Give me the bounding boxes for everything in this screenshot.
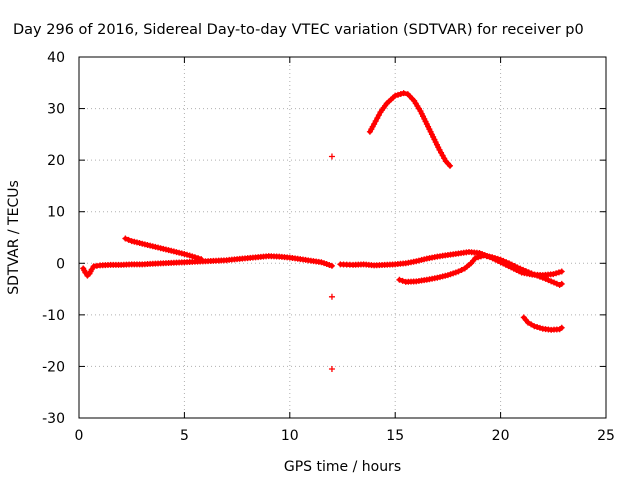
ticks	[78, 56, 607, 419]
data-point	[328, 262, 335, 269]
data-point	[198, 256, 205, 263]
x-tick-label-0: 0	[75, 428, 84, 444]
y-tick-label-1: -20	[42, 359, 65, 375]
data-point	[88, 266, 95, 273]
data-point	[458, 266, 465, 273]
data-point	[497, 256, 504, 263]
data-point	[125, 236, 132, 243]
data-point	[392, 92, 399, 99]
x-tick-labels: 0 5 10 15 20 25	[75, 428, 615, 444]
data-point	[517, 265, 524, 272]
data-point	[528, 270, 535, 277]
data-point	[550, 271, 557, 278]
data-point	[328, 366, 335, 373]
series-arc-baseline-start	[80, 263, 97, 279]
x-tick-label-1: 5	[180, 428, 189, 444]
data-point	[400, 90, 407, 97]
x-tick-label-2: 10	[281, 428, 299, 444]
y-tick-label-4: 10	[47, 205, 65, 221]
series-trace	[367, 90, 453, 169]
data-point	[534, 324, 541, 331]
data-point	[399, 277, 406, 284]
data-point	[397, 90, 404, 97]
data-point	[328, 293, 335, 300]
series-layer	[80, 90, 565, 373]
data-point	[82, 269, 89, 276]
data-point	[489, 254, 496, 261]
data-point	[551, 279, 558, 286]
data-point	[525, 319, 532, 326]
data-point	[455, 268, 462, 275]
y-axis-label: SDTVAR / TECUs	[6, 180, 22, 295]
y-tick-label-0: -30	[42, 411, 65, 427]
data-point	[520, 266, 527, 273]
data-point	[548, 278, 555, 285]
x-tick-label-5: 25	[597, 428, 615, 444]
data-point	[558, 324, 565, 331]
x-tick-label-4: 20	[492, 428, 510, 444]
data-point	[396, 276, 403, 283]
data-point	[514, 264, 521, 271]
y-tick-label-7: 40	[47, 50, 65, 66]
x-tick-label-3: 15	[386, 428, 404, 444]
data-point	[491, 254, 498, 261]
data-point	[122, 235, 129, 242]
data-point	[528, 321, 535, 328]
data-point	[536, 324, 543, 331]
data-point	[542, 275, 549, 282]
data-point	[539, 274, 546, 281]
series-isolated-points	[328, 153, 335, 373]
y-tick-label-6: 30	[47, 102, 65, 118]
y-tick-labels: -30 -20 -10 0 10 20 30 40	[42, 50, 65, 427]
data-point	[477, 253, 484, 260]
data-point	[558, 268, 565, 275]
data-point	[525, 269, 532, 276]
data-point	[531, 271, 538, 278]
data-point	[558, 280, 565, 287]
series-arc-bottom	[520, 314, 565, 333]
chart-title: Day 296 of 2016, Sidereal Day-to-day VTE…	[13, 22, 584, 38]
plot-frame	[78, 56, 607, 419]
y-tick-label-2: -10	[42, 308, 65, 324]
data-point	[472, 255, 479, 262]
data-point	[500, 257, 507, 264]
series-arc-descending	[122, 235, 205, 263]
data-point	[195, 255, 202, 262]
data-point	[395, 91, 402, 98]
data-point	[534, 272, 541, 279]
data-point	[555, 269, 562, 276]
data-point	[522, 268, 529, 275]
data-point	[531, 323, 538, 330]
data-point	[494, 255, 501, 262]
data-point	[447, 162, 454, 169]
data-point	[475, 254, 482, 261]
data-point	[553, 270, 560, 277]
series-arc-baseline	[90, 253, 335, 270]
y-tick-label-5: 20	[47, 153, 65, 169]
data-point	[536, 273, 543, 280]
data-point	[191, 254, 198, 261]
series-arc-lower	[396, 252, 565, 288]
data-point	[545, 277, 552, 284]
series-arc-peak	[366, 90, 454, 169]
data-point	[503, 259, 510, 266]
x-axis-label: GPS time / hours	[284, 459, 401, 475]
grid	[79, 57, 606, 418]
data-point	[328, 153, 335, 160]
y-tick-label-3: 0	[56, 256, 65, 272]
